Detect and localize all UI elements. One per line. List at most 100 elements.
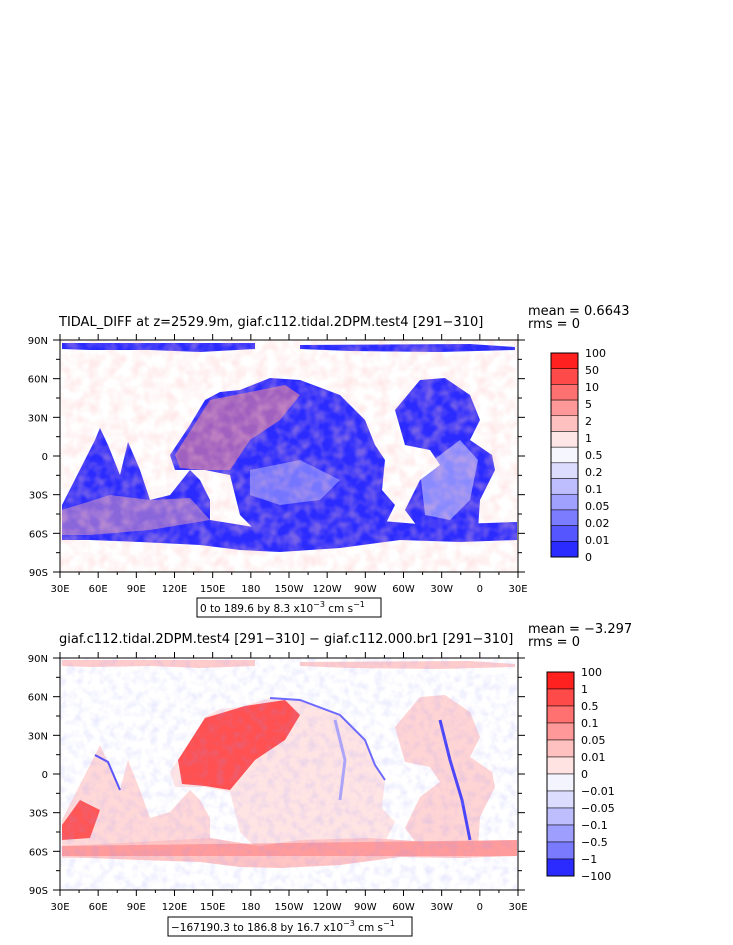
panel-bottom: giaf.c112.tidal.2DPM.test4 [291−310] − g…	[28, 622, 632, 937]
x-tick-label: 150E	[200, 902, 225, 913]
panel-bottom-axes: 30E 60E 90E 120E 150E 180 150W 120W 90W 60W 30W 0 30…	[28, 652, 528, 913]
panel-top-mean: mean = 0.6643	[528, 304, 630, 319]
x-tick-label: 60W	[392, 902, 415, 913]
colorbar-swatch	[550, 399, 579, 417]
colorbar-swatch	[550, 509, 579, 526]
colorbar-label: 0.1	[585, 483, 603, 496]
y-tick-label: 30N	[28, 413, 48, 424]
colorbar-swatch	[546, 756, 575, 775]
x-tick-label: 120E	[162, 902, 187, 913]
colorbar-swatch	[546, 858, 575, 877]
y-tick-label: 90N	[28, 654, 48, 665]
colorbar-swatch	[546, 807, 575, 826]
colorbar-swatch	[550, 462, 579, 479]
y-tick-label: 30S	[29, 491, 48, 502]
colorbar-swatch	[546, 773, 575, 792]
colorbar-label: −0.05	[581, 802, 615, 815]
panel-bottom-colorbar: 100 1 0.5 0.1 0.05 0.01 0 −0.01 −0.05 −0.1 −0.5 −1 −…	[546, 666, 615, 883]
colorbar-label: 0.01	[585, 534, 610, 547]
x-tick-label: 30W	[430, 902, 453, 913]
x-tick-label: 90E	[127, 584, 146, 595]
x-tick-label: 120W	[313, 584, 342, 595]
x-tick-label: 120E	[162, 584, 187, 595]
colorbar-swatch	[546, 705, 575, 724]
colorbar-swatch	[550, 352, 579, 369]
x-tick-label: 60W	[392, 584, 415, 595]
panel-top-range-label: 0 to 189.6 by 8.3 x10−3 cm s−1	[200, 600, 365, 615]
y-tick-label: 0	[42, 770, 48, 781]
panel-bottom-range-box: −167190.3 to 186.8 by 16.7 x10−3 cm s−1	[167, 916, 413, 937]
panel-top-rms: rms = 0	[528, 317, 580, 332]
colorbar-label: 1	[585, 432, 592, 445]
colorbar-swatch	[546, 790, 575, 809]
colorbar-swatch	[550, 541, 579, 558]
colorbar-label: −100	[581, 870, 611, 883]
x-tick-label: 150E	[200, 584, 225, 595]
x-tick-label: 90E	[127, 902, 146, 913]
colorbar-swatch	[546, 841, 575, 860]
panel-top-title: TIDAL_DIFF at z=2529.9m, giaf.c112.tidal…	[58, 315, 483, 330]
x-tick-label: 180	[241, 584, 260, 595]
panel-bottom-map	[60, 658, 518, 890]
panel-bottom-mean: mean = −3.297	[528, 622, 632, 637]
colorbar-label: −0.5	[581, 836, 608, 849]
colorbar-swatch	[546, 739, 575, 758]
colorbar-label: 100	[585, 347, 606, 360]
x-tick-label: 30W	[430, 584, 453, 595]
x-tick-label: 120W	[313, 902, 342, 913]
panel-bottom-title: giaf.c112.tidal.2DPM.test4 [291−310] − g…	[59, 632, 513, 647]
x-tick-label: 90W	[354, 902, 377, 913]
colorbar-swatch	[546, 688, 575, 707]
colorbar-swatch	[550, 368, 579, 385]
x-tick-label: 30E	[508, 902, 527, 913]
y-tick-label: 90S	[29, 568, 48, 579]
colorbar-label: 50	[585, 364, 599, 377]
panel-top-range-box: 0 to 189.6 by 8.3 x10−3 cm s−1	[196, 597, 382, 618]
colorbar-swatch	[546, 722, 575, 741]
map2-speckle	[60, 658, 518, 890]
colorbar-swatch	[550, 493, 579, 511]
x-tick-label: 180	[241, 902, 260, 913]
colorbar-label: 0.1	[581, 717, 599, 730]
y-tick-label: 60S	[29, 847, 48, 858]
colorbar-label: 0.2	[585, 466, 603, 479]
colorbar-label: 0.01	[581, 751, 606, 764]
colorbar-label: 10	[585, 381, 599, 394]
colorbar-label: 0.02	[585, 517, 610, 530]
colorbar-label: 0.05	[581, 734, 606, 747]
x-tick-label: 0	[477, 584, 483, 595]
panel-top-axes: 30E 60E 90E 120E 150E 180 150W 120W 90W 60W 30W 0 30…	[28, 334, 528, 595]
panel-bottom-range-label: −167190.3 to 186.8 by 16.7 x10−3 cm s−1	[171, 919, 395, 934]
y-tick-label: 90S	[29, 886, 48, 897]
colorbar-swatch	[546, 671, 575, 690]
x-tick-label: 30E	[50, 584, 69, 595]
colorbar-label: 0	[581, 768, 588, 781]
map1-speckle	[60, 340, 518, 572]
colorbar-label: 0.5	[581, 700, 599, 713]
colorbar-swatch	[550, 478, 579, 495]
x-tick-label: 60E	[89, 902, 108, 913]
x-tick-label: 30E	[50, 902, 69, 913]
colorbar-swatch	[550, 446, 579, 464]
x-tick-label: 0	[477, 902, 483, 913]
colorbar-label: 100	[581, 666, 602, 679]
y-tick-label: 60S	[29, 529, 48, 540]
colorbar-swatch	[550, 384, 579, 401]
colorbar-swatch	[550, 525, 579, 542]
colorbar-label: 0.5	[585, 449, 603, 462]
y-tick-label: 60N	[28, 375, 48, 386]
panel-top-map	[60, 340, 518, 572]
x-tick-label: 150W	[275, 584, 304, 595]
colorbar-label: −0.01	[581, 785, 615, 798]
y-tick-label: 30S	[29, 809, 48, 820]
y-tick-label: 60N	[28, 693, 48, 704]
colorbar-swatch	[550, 415, 579, 432]
colorbar-label: 0	[585, 551, 592, 564]
colorbar-label: 2	[585, 415, 592, 428]
y-tick-label: 0	[42, 452, 48, 463]
panel-top: TIDAL_DIFF at z=2529.9m, giaf.c112.tidal…	[28, 304, 630, 618]
x-tick-label: 30E	[508, 584, 527, 595]
colorbar-swatch	[546, 824, 575, 843]
x-tick-label: 60E	[89, 584, 108, 595]
